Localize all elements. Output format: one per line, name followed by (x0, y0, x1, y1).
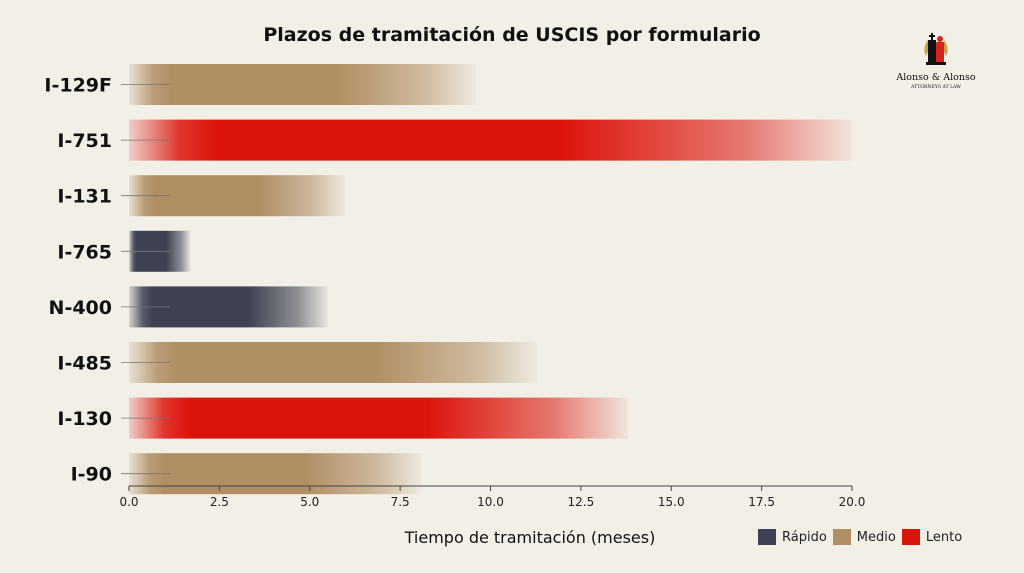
logo-name: Alonso & Alonso (895, 72, 975, 83)
x-tick-label: 0.0 (119, 495, 138, 509)
bar-i-129f (129, 64, 477, 105)
category-label-i-485: I-485 (57, 353, 112, 375)
legend-swatch-lento (901, 529, 920, 545)
category-label-i-751: I-751 (57, 130, 112, 152)
x-axis-label: Tiempo de tramitación (meses) (404, 528, 656, 547)
category-label-i-129f: I-129F (44, 75, 112, 97)
x-axis-ticks: 0.0 2.5 5.0 7.5 10.0 12.5 15.0 17.5 20.0 (119, 486, 865, 509)
x-tick-label: 15.0 (658, 495, 685, 509)
bar-i-485 (129, 342, 538, 383)
x-tick-label: 5.0 (300, 495, 319, 509)
x-tick-label: 17.5 (748, 495, 775, 509)
legend-label-medio: Medio (856, 529, 896, 545)
law-firm-logo: Alonso & Alonso ATTORNEYS AT LAW (895, 33, 976, 90)
x-tick-label: 7.5 (391, 495, 410, 509)
legend: Rápido Medio Lento (758, 529, 968, 545)
bars-group (121, 64, 852, 495)
legend-item-rapido: Rápido (758, 529, 827, 545)
category-label-i-131: I-131 (57, 186, 112, 208)
x-tick-label: 10.0 (477, 495, 504, 509)
x-tick-label: 2.5 (210, 495, 229, 509)
chart-title: Plazos de tramitación de USCIS por formu… (263, 24, 761, 46)
bar-i-751 (129, 119, 852, 161)
legend-label-rapido: Rápido (782, 529, 827, 545)
legend-label-lento: Lento (925, 529, 963, 545)
x-tick-label: 12.5 (568, 495, 595, 509)
legend-swatch-rapido (758, 529, 776, 545)
bar-i-130 (129, 397, 628, 439)
chess-king-queen-logo (924, 33, 948, 65)
category-label-i-90: I-90 (71, 464, 112, 486)
category-label-i-130: I-130 (57, 408, 112, 430)
legend-item-medio: Medio (832, 529, 896, 545)
category-label-n-400: N-400 (49, 297, 112, 319)
category-label-i-765: I-765 (57, 241, 112, 263)
logo-subtitle: ATTORNEYS AT LAW (910, 84, 961, 90)
bar-i-90 (129, 453, 422, 495)
x-tick-label: 20.0 (839, 495, 866, 509)
legend-item-lento: Lento (901, 529, 963, 545)
legend-swatch-medio (832, 529, 851, 545)
category-labels: I-129F I-751 I-131 I-765 N-400 I-485 I-130 I-90 (44, 75, 112, 486)
